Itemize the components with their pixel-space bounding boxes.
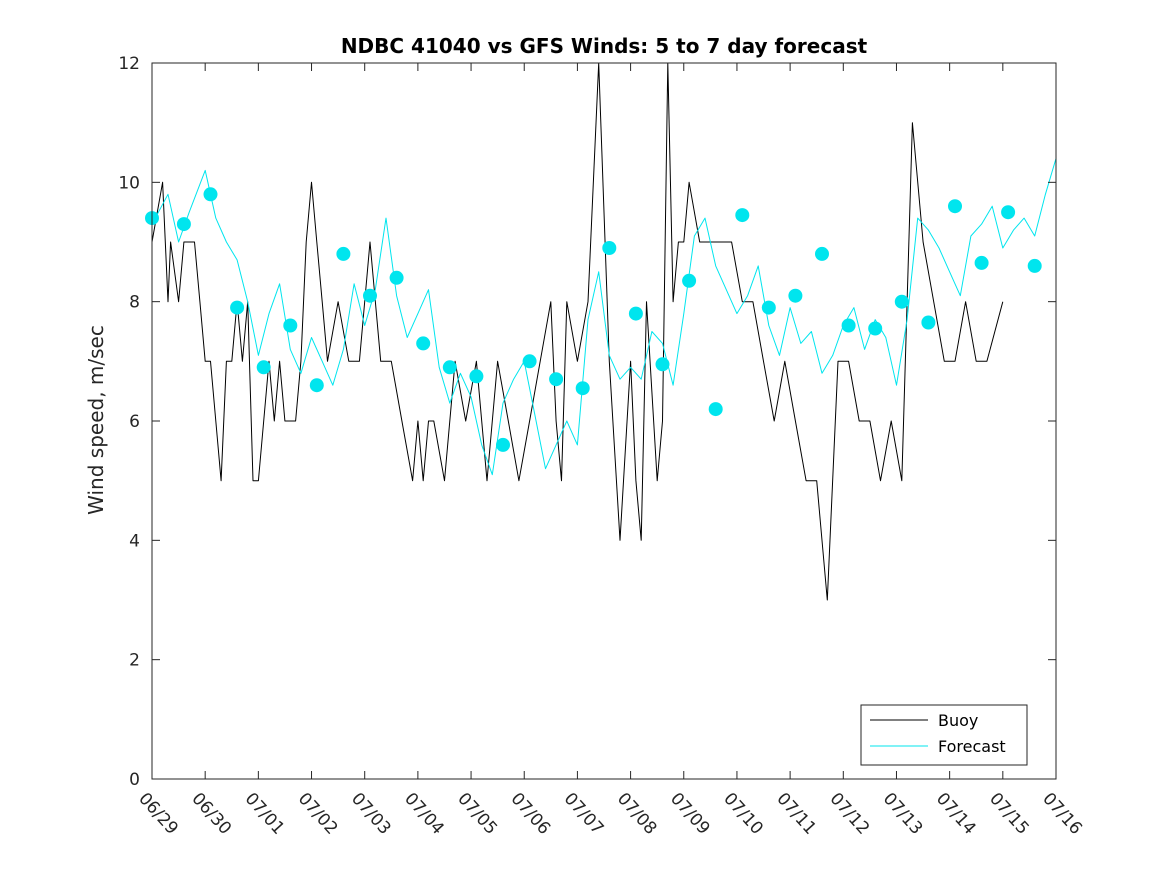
plot-area	[145, 62, 1057, 601]
forecast-marker	[974, 255, 989, 270]
forecast-marker	[815, 246, 829, 261]
forecast-marker	[283, 318, 298, 333]
forecast-marker	[708, 402, 723, 417]
forecast-marker	[549, 372, 564, 387]
forecast-marker	[416, 336, 431, 351]
y-tick-label: 4	[129, 531, 140, 551]
forecast-marker	[948, 199, 962, 214]
forecast-marker	[761, 300, 776, 315]
forecast-marker	[442, 360, 457, 375]
forecast-marker	[389, 270, 404, 285]
y-tick-label: 0	[129, 770, 140, 790]
x-tick-label: 06/30	[187, 789, 235, 839]
x-tick-label: 07/01	[241, 789, 289, 839]
x-tick-label: 07/07	[560, 789, 608, 839]
x-tick-label: 07/06	[507, 789, 555, 839]
forecast-marker	[496, 437, 510, 452]
forecast-marker	[735, 208, 750, 223]
x-tick-label: 07/12	[826, 789, 874, 839]
x-tick-label: 07/16	[1038, 789, 1086, 839]
forecast-marker	[921, 315, 936, 330]
y-tick-label: 12	[118, 54, 140, 74]
forecast-marker	[256, 360, 271, 375]
legend-forecast-label: Forecast	[938, 737, 1006, 756]
forecast-marker	[868, 321, 883, 336]
x-tick-label: 07/14	[932, 789, 980, 839]
forecast-marker	[469, 369, 484, 384]
series-line-forecast	[151, 158, 1057, 476]
legend-buoy-label: Buoy	[938, 711, 978, 730]
y-axis-label: Wind speed, m/sec	[84, 325, 108, 515]
forecast-marker	[363, 288, 377, 303]
forecast-marker	[575, 381, 590, 396]
y-tick-label: 10	[118, 173, 140, 193]
x-tick-label: 07/09	[666, 789, 714, 839]
forecast-marker	[522, 354, 537, 369]
forecast-marker	[1001, 205, 1016, 220]
x-tick-label: 07/15	[985, 789, 1033, 839]
series-line-buoy	[151, 62, 1004, 601]
legend-box	[860, 704, 1028, 766]
x-tick-label: 07/02	[294, 789, 342, 839]
forecast-marker	[336, 246, 351, 261]
forecast-marker	[894, 294, 909, 309]
forecast-marker	[230, 300, 245, 315]
forecast-marker	[602, 241, 617, 255]
x-tick-label: 07/03	[347, 789, 395, 839]
y-tick-label: 8	[129, 293, 140, 313]
forecast-marker	[176, 217, 191, 232]
forecast-marker	[628, 306, 643, 321]
forecast-marker	[203, 187, 218, 202]
legend: Buoy Forecast	[860, 704, 1028, 766]
forecast-marker	[682, 273, 697, 288]
y-tick-label: 2	[129, 651, 140, 671]
forecast-marker	[841, 318, 856, 333]
x-tick-label: 07/08	[613, 789, 661, 839]
x-tick-label: 07/13	[879, 789, 927, 839]
x-tick-label: 07/05	[453, 789, 501, 839]
forecast-marker	[1027, 258, 1042, 273]
x-tick-label: 06/29	[134, 789, 182, 839]
x-tick-label: 07/11	[772, 789, 820, 839]
forecast-marker	[655, 357, 670, 372]
chart-title: NDBC 41040 vs GFS Winds: 5 to 7 day fore…	[341, 34, 868, 58]
x-tick-label: 07/10	[719, 789, 767, 839]
x-tick-label: 07/04	[400, 789, 448, 839]
forecast-marker	[309, 378, 324, 393]
forecast-marker	[788, 288, 803, 303]
y-tick-label: 6	[129, 412, 140, 432]
